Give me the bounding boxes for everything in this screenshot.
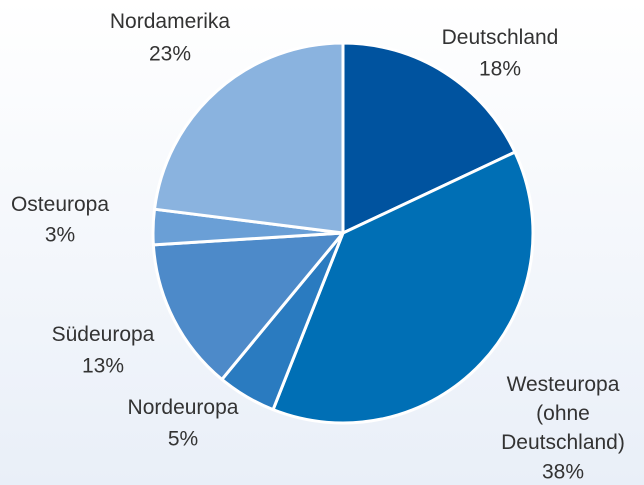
label-line: Westeuropa [507,373,620,396]
label-line: Deutschland) [501,431,625,454]
label-line: (ohne [536,402,590,425]
label-line: Osteuropa [11,193,109,216]
label-line: Nordeuropa [128,396,239,419]
slice-label: Nordeuropa [128,396,239,419]
pie-slice [152,41,345,235]
label-line: Südeuropa [52,323,155,346]
slice-value: 38% [542,461,584,484]
slice-label: Osteuropa [11,193,109,216]
slice-label: Südeuropa [52,323,155,346]
pie-slice [341,41,517,235]
slice-label: Deutschland [442,26,559,49]
label-line: Nordamerika [110,10,231,33]
pie-slice [151,231,345,381]
slice-value: 13% [82,355,124,378]
label-line: Deutschland [442,26,559,49]
slice-value: 3% [45,224,75,247]
slice-value: 5% [168,428,198,451]
slice-value: 18% [479,58,521,81]
slice-value: 23% [149,43,191,66]
slice-label: Westeuropa (ohne Deutschland) [501,373,625,454]
pie-slice [271,150,535,425]
slice-label: Nordamerika [110,10,231,33]
